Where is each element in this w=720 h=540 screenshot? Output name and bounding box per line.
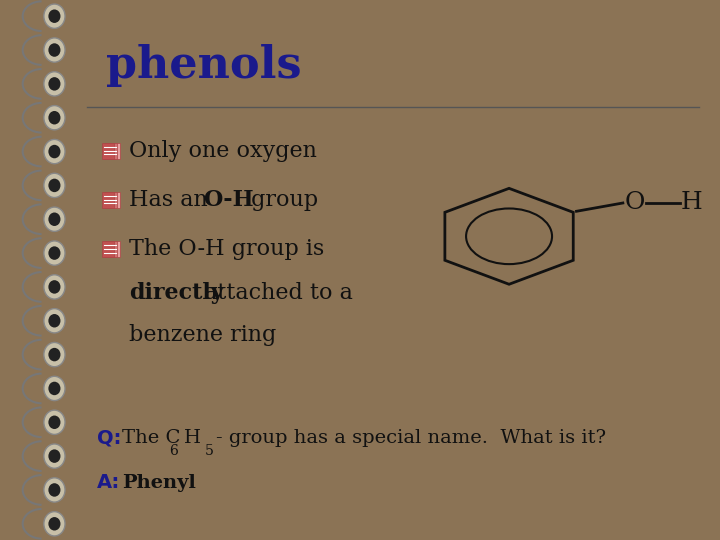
Ellipse shape (48, 246, 60, 260)
FancyBboxPatch shape (107, 192, 120, 208)
Ellipse shape (44, 410, 65, 434)
Text: Only one oxygen: Only one oxygen (129, 140, 317, 162)
Text: 6: 6 (169, 444, 179, 458)
Text: Q:: Q: (96, 429, 121, 448)
Ellipse shape (48, 212, 60, 226)
Text: benzene ring: benzene ring (129, 324, 276, 346)
Text: The O-H group is: The O-H group is (129, 238, 324, 260)
Ellipse shape (44, 72, 65, 96)
Ellipse shape (44, 241, 65, 265)
Ellipse shape (44, 342, 65, 367)
Text: phenols: phenols (107, 44, 302, 87)
Ellipse shape (48, 280, 60, 294)
Ellipse shape (44, 275, 65, 299)
Ellipse shape (48, 43, 60, 57)
FancyBboxPatch shape (107, 143, 120, 159)
Text: H: H (184, 429, 201, 448)
FancyBboxPatch shape (105, 143, 117, 159)
Ellipse shape (48, 145, 60, 158)
Ellipse shape (48, 314, 60, 327)
FancyBboxPatch shape (105, 192, 117, 208)
Text: The C: The C (122, 429, 181, 448)
Text: 5: 5 (204, 444, 213, 458)
Ellipse shape (48, 416, 60, 429)
Ellipse shape (48, 179, 60, 192)
Ellipse shape (44, 478, 65, 502)
Ellipse shape (44, 173, 65, 198)
Text: H: H (680, 192, 702, 214)
Text: Has an: Has an (129, 189, 215, 211)
Text: - group has a special name.  What is it?: - group has a special name. What is it? (216, 429, 606, 448)
Ellipse shape (48, 348, 60, 361)
Ellipse shape (44, 512, 65, 536)
Ellipse shape (48, 449, 60, 463)
FancyBboxPatch shape (105, 241, 117, 257)
Ellipse shape (44, 376, 65, 401)
Ellipse shape (44, 4, 65, 28)
Text: group: group (243, 189, 318, 211)
Text: A:: A: (96, 473, 120, 492)
Ellipse shape (44, 308, 65, 333)
Ellipse shape (44, 38, 65, 62)
Ellipse shape (44, 106, 65, 130)
FancyBboxPatch shape (102, 143, 114, 159)
Ellipse shape (48, 111, 60, 124)
Text: attached to a: attached to a (197, 282, 352, 305)
Ellipse shape (44, 444, 65, 468)
Ellipse shape (48, 10, 60, 23)
Text: directly: directly (129, 282, 224, 305)
FancyBboxPatch shape (102, 192, 114, 208)
Ellipse shape (44, 207, 65, 231)
FancyBboxPatch shape (102, 241, 114, 257)
Ellipse shape (48, 517, 60, 530)
Ellipse shape (44, 139, 65, 164)
FancyBboxPatch shape (107, 241, 120, 257)
Text: Phenyl: Phenyl (122, 474, 197, 491)
Ellipse shape (48, 382, 60, 395)
Text: O-H: O-H (203, 189, 253, 211)
Ellipse shape (48, 77, 60, 91)
Ellipse shape (48, 483, 60, 497)
Text: O: O (624, 192, 644, 214)
